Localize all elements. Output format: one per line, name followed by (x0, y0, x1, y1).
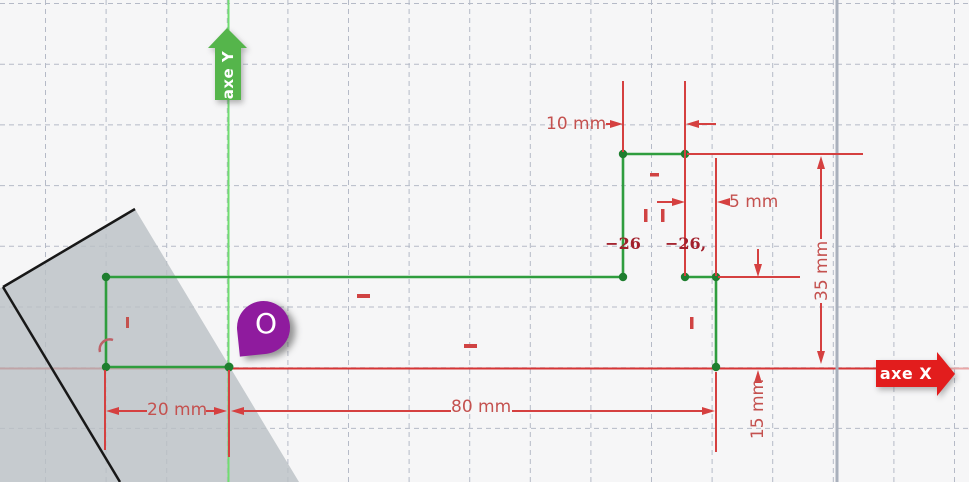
x-axis-arrow-icon (876, 352, 955, 396)
dim-label-80mm[interactable]: 80 mm (451, 397, 512, 417)
dim-label-35mm[interactable]: 35 mm (812, 238, 832, 303)
dim-label-15mm[interactable]: 15 mm (748, 378, 768, 440)
part-face[interactable] (0, 209, 299, 482)
dim-label-20mm[interactable]: 20 mm (147, 400, 208, 420)
constraint-tick-v (661, 209, 665, 222)
stray-value-label[interactable]: −26 (605, 234, 641, 253)
sketch-point[interactable] (618, 272, 628, 282)
constraint-tick-v (126, 317, 129, 328)
arrowhead-right (672, 198, 685, 206)
arrowhead-up (817, 156, 825, 169)
sketch-point[interactable] (711, 272, 721, 282)
origin-marker-label: O (254, 307, 278, 340)
constraint-tick-v (690, 317, 694, 329)
sketch-point[interactable] (618, 149, 628, 159)
arrowhead-left (106, 407, 119, 415)
constraint-tick-h (357, 294, 370, 298)
part-edge-top[interactable] (2, 207, 136, 289)
constraint-tick-h (464, 344, 477, 348)
arrowhead-right (214, 407, 227, 415)
constraint-glyphs (98, 173, 694, 353)
sketch-point[interactable] (101, 362, 111, 372)
dim-label-10mm[interactable]: 10 mm (546, 114, 607, 134)
arrowhead-down (817, 351, 825, 364)
arrowhead-right (610, 120, 623, 128)
constraint-arc (98, 338, 114, 353)
sketch-profile[interactable] (104, 152, 718, 369)
y-axis-label: axe Y (219, 50, 237, 100)
constraint-tick-h (650, 173, 659, 177)
sketch-point[interactable] (680, 272, 690, 282)
x-axis-label: axe X (879, 364, 933, 383)
dim-label-5mm[interactable]: 5 mm (729, 192, 779, 212)
sketch-point[interactable] (711, 362, 721, 372)
arrowhead-right (702, 407, 715, 415)
stray-value-label[interactable]: −26, (665, 234, 707, 253)
y-axis-arrow-icon (208, 28, 247, 100)
sketch-point-origin[interactable] (224, 362, 234, 372)
arrowhead-left (686, 120, 699, 128)
sketch-point[interactable] (101, 272, 111, 282)
arrowhead-left (717, 198, 730, 206)
arrowhead-left (231, 407, 244, 415)
dimension-arrowheads (106, 120, 825, 415)
part-edge-left[interactable] (1, 286, 122, 482)
arrowhead-up (754, 370, 762, 383)
arrowhead-down (754, 264, 762, 277)
constraint-tick-v (644, 209, 648, 222)
